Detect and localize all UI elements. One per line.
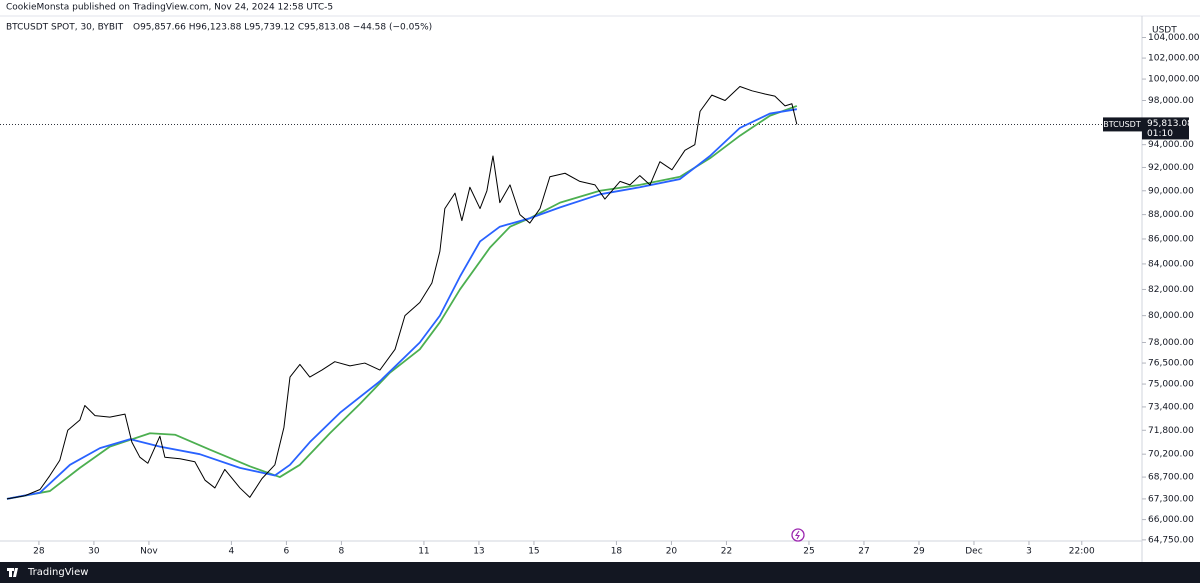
x-tick-label: 22:00 [1069,547,1095,557]
x-tick-label: 6 [284,547,290,557]
y-tick-label: 82,000.00 [1148,285,1194,295]
y-tick-label: 102,000.00 [1148,54,1200,64]
x-tick-label: 27 [858,547,869,557]
x-tick-label: 15 [528,547,539,557]
currency-label: USDT [1152,26,1177,36]
y-tick-label: 70,200.00 [1148,450,1194,460]
y-tick-label: 64,750.00 [1148,535,1194,545]
y-tick-label: 71,800.00 [1148,426,1194,436]
footer-logo [7,568,18,577]
series-line [6,108,797,500]
symbol: BTCUSDT SPOT, 30, BYBIT [6,23,124,33]
published-line: CookieMonsta published on TradingView.co… [6,3,333,13]
y-tick-label: 98,000.00 [1148,96,1194,106]
y-tick-label: 80,000.00 [1148,311,1194,321]
last-price-badge [1142,117,1189,140]
last-price-label: 95,813.08 [1147,119,1193,129]
x-tick-label: 11 [418,547,429,557]
countdown: 01:10 [1147,129,1173,139]
y-tick-label: 94,000.00 [1148,140,1194,150]
y-tick-label: 104,000.00 [1148,33,1200,43]
x-tick-label: 22 [721,547,732,557]
x-tick-label: 18 [611,547,623,557]
y-tick-label: 84,000.00 [1148,259,1194,269]
ticker-badge [1103,117,1142,132]
y-tick-label: 78,000.00 [1148,338,1194,348]
x-tick-label: 29 [913,547,925,557]
x-tick-label: Dec [965,547,982,557]
x-tick-label: Nov [140,547,158,557]
y-tick-label: 100,000.00 [1148,75,1200,85]
y-tick-label: 88,000.00 [1148,210,1194,220]
x-tick-label: 13 [473,547,484,557]
y-tick-label: 86,000.00 [1148,234,1194,244]
y-tick-label: 66,000.00 [1148,515,1194,525]
x-tick-label: 30 [88,547,100,557]
x-tick-label: 3 [1026,547,1032,557]
event-icon[interactable] [791,528,805,542]
series-line [6,105,798,500]
x-tick-label: 28 [33,547,45,557]
y-tick-label: 73,400.00 [1148,402,1194,412]
y-tick-label: 92,000.00 [1148,163,1194,173]
x-tick-label: 4 [229,547,235,557]
footer-bar [0,562,1200,583]
footer-brand: TradingView [27,567,88,578]
y-tick-label: 68,700.00 [1148,473,1194,483]
event-icon-bolt [794,530,800,540]
x-tick-label: 25 [803,547,814,557]
y-tick-label: 90,000.00 [1148,186,1194,196]
y-tick-label: 76,500.00 [1148,359,1194,369]
ohlc: O95,857.66 H96,123.88 L95,739.12 C95,813… [133,23,432,33]
ticker-label: BTCUSDT [1103,120,1141,129]
y-tick-label: 75,000.00 [1148,380,1194,390]
series-line [6,86,798,500]
y-tick-label: 67,300.00 [1148,494,1194,504]
x-tick-label: 8 [339,547,345,557]
x-tick-label: 20 [666,547,678,557]
